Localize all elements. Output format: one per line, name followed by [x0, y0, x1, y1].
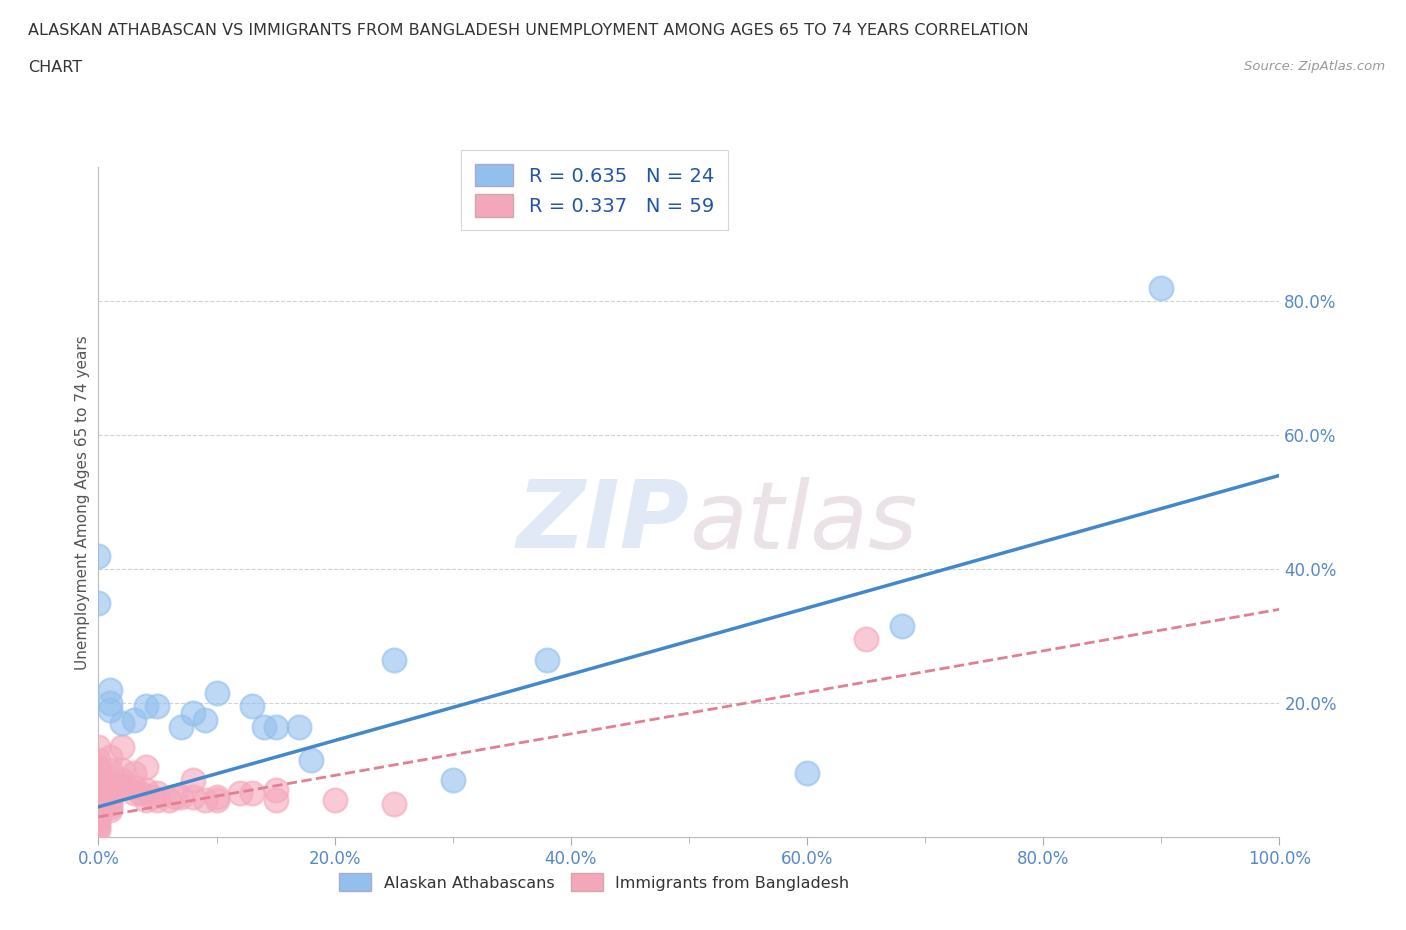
Point [98, 792, 121, 807]
Point [146, 699, 169, 714]
Point [111, 763, 134, 777]
Point [98, 796, 121, 811]
Point [194, 712, 217, 727]
Point [98, 803, 121, 817]
Point [87, 549, 110, 564]
Point [157, 792, 180, 807]
Point [122, 786, 145, 801]
Point [240, 699, 263, 714]
Point [323, 792, 346, 807]
Point [181, 706, 204, 721]
Point [87, 790, 110, 804]
Point [111, 779, 134, 794]
Point [98, 696, 121, 711]
Point [87, 739, 110, 754]
Point [87, 796, 110, 811]
Point [87, 803, 110, 817]
Point [122, 779, 145, 794]
Point [98, 683, 121, 698]
Point [181, 790, 204, 804]
Point [87, 806, 110, 821]
Point [87, 823, 110, 838]
Point [87, 786, 110, 801]
Point [194, 792, 217, 807]
Y-axis label: Unemployment Among Ages 65 to 74 years: Unemployment Among Ages 65 to 74 years [75, 335, 90, 670]
Point [146, 792, 169, 807]
Point [87, 783, 110, 798]
Point [205, 792, 228, 807]
Point [1150, 281, 1173, 296]
Text: atlas: atlas [689, 477, 917, 568]
Point [87, 763, 110, 777]
Point [111, 773, 134, 788]
Point [98, 776, 121, 790]
Point [87, 792, 110, 807]
Point [87, 809, 110, 824]
Point [229, 786, 252, 801]
Point [264, 719, 287, 734]
Point [98, 800, 121, 815]
Point [382, 796, 405, 811]
Point [796, 766, 818, 781]
Text: Source: ZipAtlas.com: Source: ZipAtlas.com [1244, 60, 1385, 73]
Point [264, 792, 287, 807]
Text: ALASKAN ATHABASCAN VS IMMIGRANTS FROM BANGLADESH UNEMPLOYMENT AMONG AGES 65 TO 7: ALASKAN ATHABASCAN VS IMMIGRANTS FROM BA… [28, 23, 1029, 38]
Point [111, 716, 134, 731]
Point [98, 763, 121, 777]
Point [87, 779, 110, 794]
Point [141, 790, 163, 804]
Legend: Alaskan Athabascans, Immigrants from Bangladesh: Alaskan Athabascans, Immigrants from Ban… [328, 862, 860, 903]
Point [441, 773, 464, 788]
Point [890, 618, 912, 633]
Point [87, 817, 110, 831]
Point [98, 783, 121, 798]
Point [128, 786, 150, 801]
Point [205, 685, 228, 700]
Point [87, 752, 110, 767]
Point [536, 652, 558, 667]
Point [98, 702, 121, 717]
Point [122, 766, 145, 781]
Point [135, 783, 157, 798]
Point [299, 752, 322, 767]
Point [288, 719, 311, 734]
Point [240, 786, 263, 801]
Point [253, 719, 276, 734]
Point [181, 773, 204, 788]
Point [87, 819, 110, 834]
Point [165, 790, 187, 804]
Point [87, 813, 110, 828]
Text: ZIP: ZIP [516, 476, 689, 568]
Point [855, 632, 877, 647]
Point [117, 779, 139, 794]
Point [98, 790, 121, 804]
Point [382, 652, 405, 667]
Point [87, 800, 110, 815]
Point [146, 786, 169, 801]
Point [111, 739, 134, 754]
Point [170, 719, 193, 734]
Point [87, 769, 110, 784]
Point [135, 792, 157, 807]
Point [135, 699, 157, 714]
Point [264, 783, 287, 798]
Point [98, 750, 121, 764]
Point [87, 759, 110, 774]
Text: CHART: CHART [28, 60, 82, 75]
Point [122, 712, 145, 727]
Point [135, 759, 157, 774]
Point [87, 773, 110, 788]
Point [87, 595, 110, 610]
Point [170, 790, 193, 804]
Point [205, 790, 228, 804]
